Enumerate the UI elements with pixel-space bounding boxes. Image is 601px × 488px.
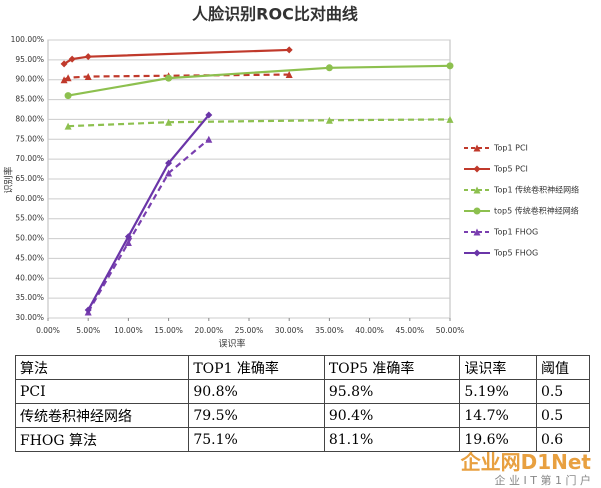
y-tick-label: 100.00%	[11, 35, 44, 44]
legend-label: Top1 FHOG	[493, 228, 538, 237]
data-point	[205, 111, 213, 119]
x-tick-label: 35.00%	[315, 326, 344, 335]
x-tick-label: 15.00%	[154, 326, 183, 335]
legend-label: Top1 PCI	[493, 144, 528, 153]
legend-marker	[473, 186, 481, 194]
data-point	[205, 135, 213, 143]
x-tick-label: 25.00%	[235, 326, 264, 335]
legend-label: Top5 FHOG	[493, 249, 538, 258]
data-point	[165, 74, 173, 82]
data-point	[165, 159, 173, 167]
y-tick-label: 95.00%	[15, 55, 44, 64]
y-tick-label: 40.00%	[15, 273, 44, 282]
data-point	[165, 118, 173, 126]
table-cell: 81.1%	[323, 427, 461, 452]
legend-label: top5 传统卷积神经网络	[494, 206, 579, 216]
x-tick-label: 40.00%	[355, 326, 384, 335]
y-tick-label: 45.00%	[15, 253, 44, 262]
table-row: FHOG 算法 75.1% 81.1% 19.6% 0.6	[14, 427, 591, 452]
table-cell: 79.5%	[188, 403, 325, 428]
table-cell: 75.1%	[188, 427, 325, 452]
table-cell: 19.6%	[459, 427, 537, 452]
data-point	[325, 64, 333, 72]
chart: 人脸识别ROC比对曲线 误识率 识别率 30.00% 35.00% 40.00% 45…	[3, 5, 580, 350]
table-cell: 算法	[14, 355, 190, 380]
y-tick-label: 80.00%	[15, 114, 44, 123]
table-cell: 0.6	[535, 427, 591, 452]
x-tick-label: 50.00%	[436, 326, 465, 335]
legend-label: Top1 传统卷积神经网络	[493, 185, 579, 195]
data-point	[124, 233, 132, 241]
table-cell: 14.7%	[459, 403, 537, 428]
y-axis-label: 识别率	[3, 166, 15, 193]
data-point	[124, 239, 132, 247]
x-tick-label: 0.00%	[36, 326, 60, 335]
table-cell: 95.8%	[323, 379, 461, 404]
data-point	[84, 73, 92, 81]
watermark-slogan: 企 业 I T 第 1 门 户	[494, 474, 591, 487]
data-point	[64, 122, 72, 130]
y-tick-label: 50.00%	[15, 234, 44, 243]
y-tick-label: 65.00%	[15, 174, 44, 183]
table-cell: 传统卷积神经网络	[14, 403, 190, 428]
table-cell: 5.19%	[459, 379, 537, 404]
legend-marker	[473, 228, 481, 236]
series-line	[68, 118, 451, 128]
chart-title: 人脸识别ROC比对曲线	[192, 5, 358, 24]
data-point	[84, 306, 92, 314]
table-cell: 90.8%	[188, 379, 325, 404]
x-tick-label: 45.00%	[395, 326, 424, 335]
series-line	[87, 114, 210, 311]
table-header: 算法 TOP1 准确率 TOP5 准确率 误识率 阈值	[14, 355, 591, 380]
legend-marker	[473, 207, 481, 215]
result-table: 算法 TOP1 准确率 TOP5 准确率 误识率 阈值 PCI 90.8% 95.8% 5.19…	[14, 355, 591, 452]
table-cell: TOP5 准确率	[323, 355, 461, 380]
x-tick-label: 30.00%	[275, 326, 304, 335]
legend-marker	[473, 165, 481, 173]
table-cell: 阈值	[535, 355, 591, 380]
table-cell: PCI	[14, 379, 190, 404]
legend-label: Top5 PCI	[493, 165, 528, 174]
data-point	[165, 169, 173, 177]
series-line	[87, 138, 210, 313]
table-cell: TOP1 准确率	[188, 355, 325, 380]
series-line	[67, 64, 451, 97]
legend-marker	[473, 144, 481, 152]
data-point	[64, 74, 72, 82]
table-cell: 误识率	[459, 355, 537, 380]
data-point	[84, 53, 92, 61]
series-line	[63, 48, 290, 65]
y-tick-label: 90.00%	[15, 75, 44, 84]
x-tick-label: 10.00%	[114, 326, 143, 335]
data-point	[60, 76, 68, 84]
data-point	[68, 55, 76, 63]
table-cell: 0.5	[535, 403, 591, 428]
table-row: PCI 90.8% 95.8% 5.19% 0.5	[14, 379, 591, 404]
x-tick-label: 5.00%	[76, 326, 100, 335]
x-axis-label: 误识率	[218, 338, 245, 350]
y-tick-label: 85.00%	[15, 95, 44, 104]
table-cell: 90.4%	[323, 403, 461, 428]
watermark-logo: 企业网D1Net	[460, 450, 591, 474]
x-tick-label: 20.00%	[194, 326, 223, 335]
data-point	[285, 46, 293, 54]
y-tick-label: 30.00%	[15, 313, 44, 322]
y-tick-label: 60.00%	[15, 194, 44, 203]
data-point	[446, 62, 454, 70]
data-point	[285, 71, 293, 79]
y-tick-label: 75.00%	[15, 134, 44, 143]
table-cell: 0.5	[535, 379, 591, 404]
data-point	[446, 115, 454, 123]
y-tick-label: 70.00%	[15, 154, 44, 163]
table-row: 传统卷积神经网络 79.5% 90.4% 14.7% 0.5	[14, 403, 591, 428]
data-point	[64, 92, 72, 100]
data-point	[60, 60, 68, 68]
table-cell: FHOG 算法	[14, 427, 190, 452]
y-tick-label: 55.00%	[15, 214, 44, 223]
y-tick-label: 35.00%	[15, 293, 44, 302]
legend-marker	[473, 249, 481, 257]
data-point	[325, 116, 333, 124]
